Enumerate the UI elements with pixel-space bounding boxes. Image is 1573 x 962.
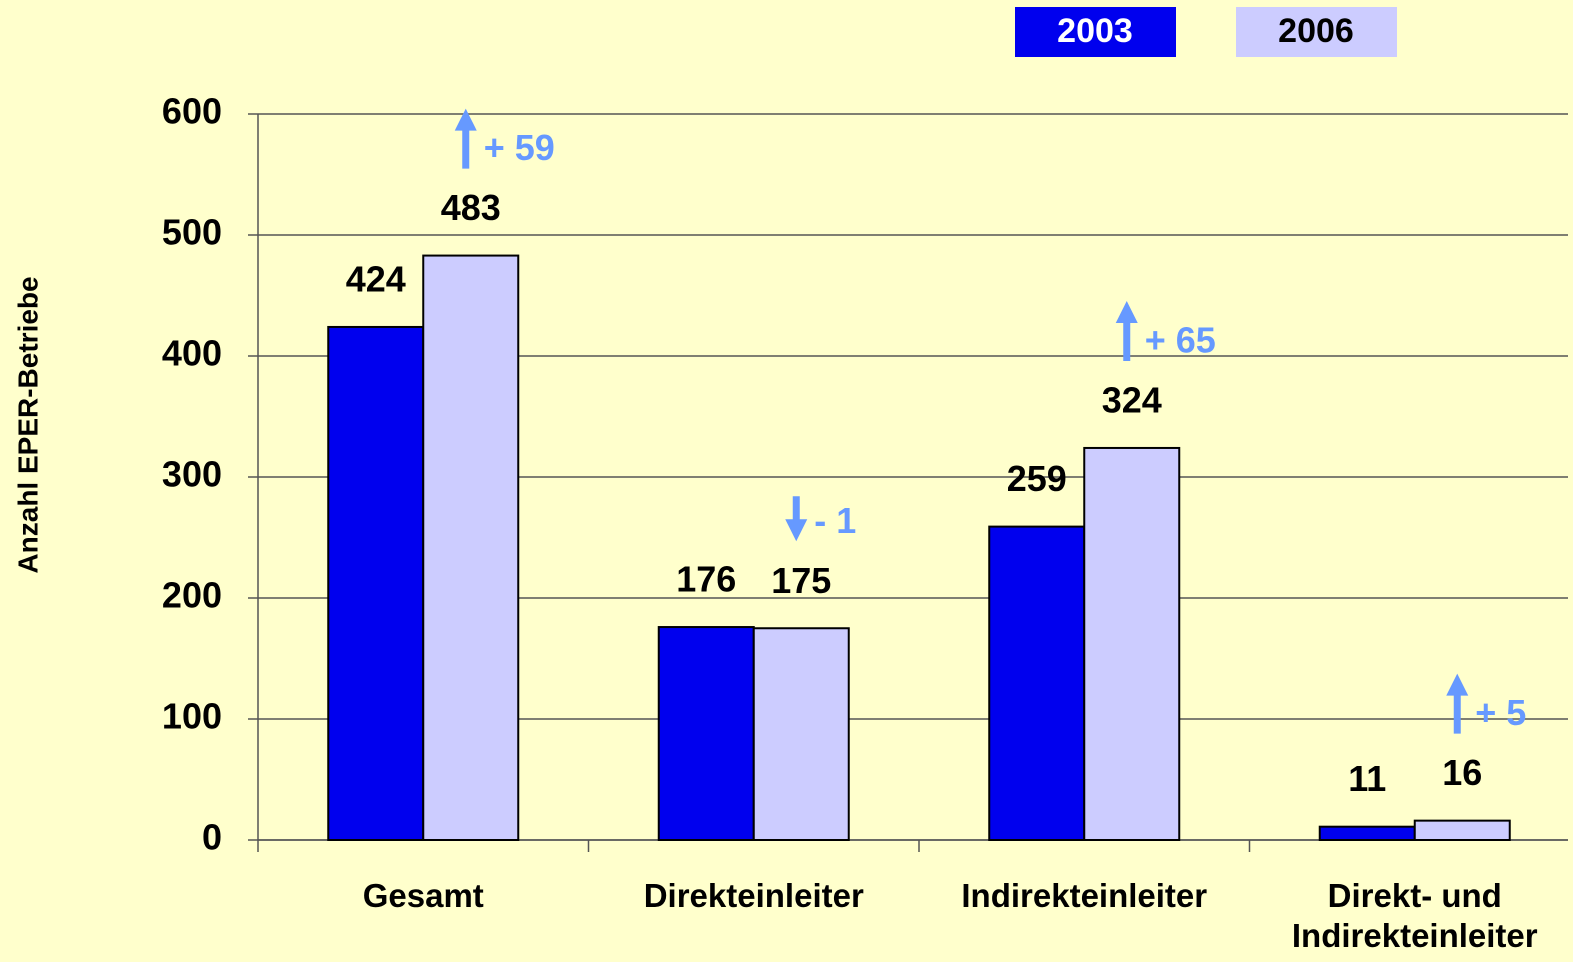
value-label: 324 [1102,379,1162,420]
annotation: + 65 [1145,319,1216,360]
value-label: 483 [441,187,501,228]
bar [327,325,425,841]
bar [422,254,520,841]
annotation-arrow [785,496,808,542]
x-tick-label: Direkt- und Indirekteinleiter [1291,877,1538,954]
arrow-head [1446,673,1469,696]
y-tick-label: 100 [162,696,222,737]
arrow-head [1115,300,1138,323]
arrow-head [785,519,808,542]
legend-label: 2003 [1057,12,1133,50]
x-tick-label: Indirekteinleiter [961,877,1208,914]
annotation-arrow [454,108,477,169]
annotation: + 5 [1475,692,1526,733]
arrow-head [454,108,477,131]
value-label: 175 [771,560,831,601]
y-tick-label: 400 [162,333,222,374]
y-tick-label: 200 [162,575,222,616]
x-tick-label: Gesamt [362,877,484,914]
bar [1413,819,1511,842]
y-tick-label: 600 [162,91,222,132]
annotation-arrow [1115,300,1138,361]
legend-swatch [1015,7,1176,57]
bar [1083,446,1181,841]
legend-label: 2006 [1278,12,1354,50]
y-tick-label: 0 [202,817,222,858]
y-tick-label: 500 [162,212,222,253]
value-label: 259 [1007,458,1067,499]
value-label: 16 [1442,752,1482,793]
annotation: - 1 [814,500,856,541]
bar [752,627,850,841]
value-label: 11 [1348,758,1386,799]
x-tick-label: Direkteinleiter [643,877,864,914]
y-tick-label: 300 [162,454,222,495]
bar [657,626,755,841]
annotation-arrow [1446,673,1469,734]
bar [1318,825,1416,842]
bar [988,525,1086,841]
annotation: + 59 [484,127,555,168]
value-label: 424 [346,258,406,299]
y-axis-label: Anzahl EPER-Betriebe [12,276,43,573]
value-label: 176 [676,559,736,600]
legend-swatch [1236,7,1397,57]
